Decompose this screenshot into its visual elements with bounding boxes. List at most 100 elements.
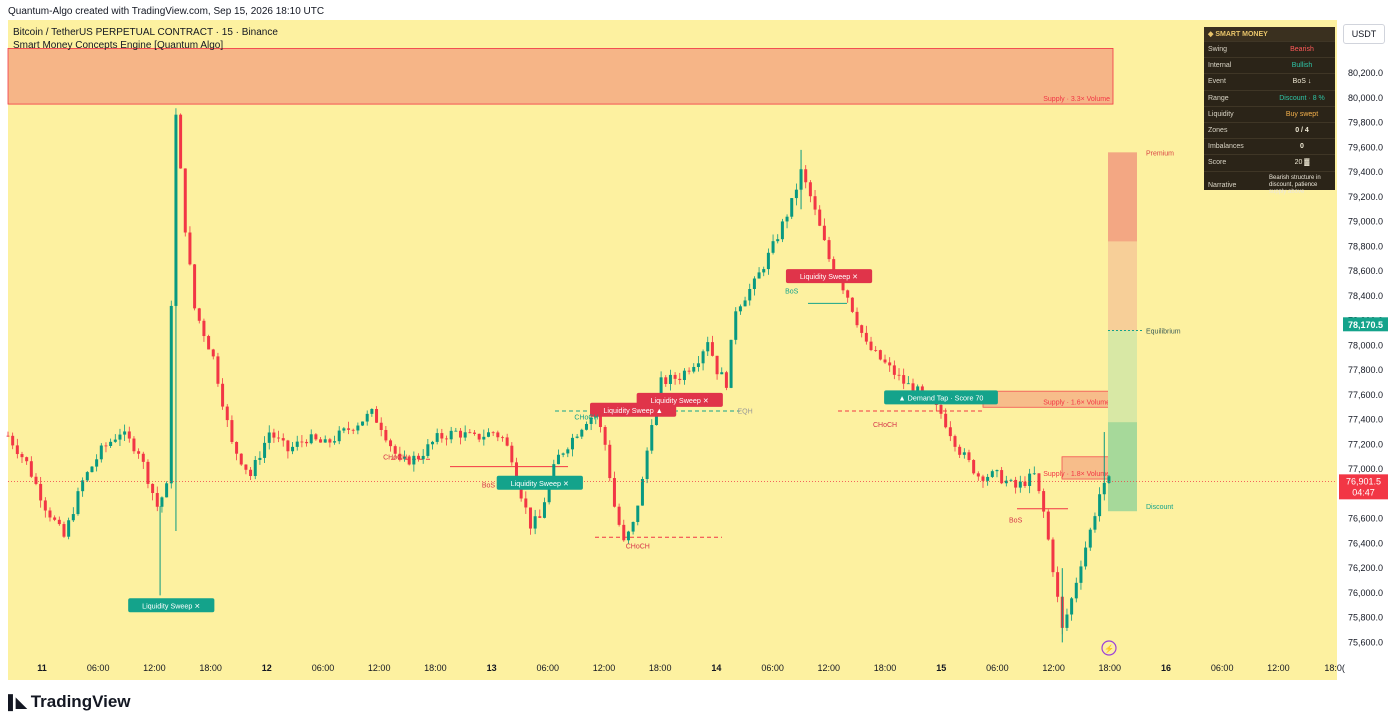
candle-body	[804, 169, 808, 183]
candle	[752, 276, 756, 296]
candle	[403, 450, 407, 462]
tradingview-logo[interactable]: ▌◣ TradingView	[8, 692, 131, 712]
x-tick-label: 13	[487, 663, 497, 673]
candle-body	[724, 372, 728, 388]
candle-body	[333, 441, 337, 443]
candle	[53, 515, 57, 522]
candle-body	[1088, 529, 1092, 548]
candle	[295, 435, 299, 451]
premium-zone	[1108, 152, 1137, 242]
candle-body	[692, 366, 696, 372]
x-tick-label: 12:00	[368, 663, 391, 673]
y-tick-label: 79,400.0	[1348, 167, 1383, 177]
candle-body	[906, 383, 910, 385]
candle	[328, 437, 332, 448]
premium-upper-zone	[1108, 241, 1137, 331]
candle-body	[920, 386, 924, 392]
candle	[682, 368, 686, 385]
candle	[715, 355, 719, 380]
candle-body	[165, 483, 169, 498]
candle	[188, 226, 192, 266]
candle	[762, 266, 766, 277]
candle-body	[272, 432, 276, 438]
candle-body	[118, 434, 122, 440]
candle-body	[445, 438, 449, 440]
annotation-text: Liquidity Sweep ✕	[142, 601, 200, 610]
candle-body	[1065, 614, 1069, 628]
candle	[622, 519, 626, 542]
currency-button[interactable]: USDT	[1343, 24, 1385, 44]
candle-body	[780, 221, 784, 240]
candle-body	[1051, 539, 1055, 573]
candle	[449, 426, 453, 444]
annotation-badge	[785, 269, 873, 284]
candle-body	[71, 514, 75, 521]
candle	[883, 354, 887, 364]
candle-body	[393, 446, 397, 454]
symbol-title[interactable]: Bitcoin / TetherUS PERPETUAL CONTRACT · …	[13, 27, 278, 38]
candle	[230, 415, 234, 444]
y-tick-label: 79,200.0	[1348, 192, 1383, 202]
x-tick-label: 18:00	[424, 663, 447, 673]
candle	[748, 283, 752, 306]
candle-body	[81, 480, 85, 492]
candle	[720, 367, 724, 375]
candle-body	[1018, 481, 1022, 488]
candle	[701, 349, 705, 371]
candle-body	[160, 497, 164, 507]
candle	[463, 425, 467, 441]
candle-body	[813, 196, 817, 210]
candle-body	[626, 531, 630, 541]
candle	[645, 447, 649, 484]
candle-body	[986, 476, 990, 481]
candle	[626, 530, 630, 544]
candle-body	[603, 427, 607, 445]
candle	[794, 183, 798, 206]
candle	[1018, 475, 1022, 493]
candle	[1037, 473, 1041, 494]
y-tick-label: 76,400.0	[1348, 538, 1383, 548]
candle-body	[682, 370, 686, 381]
annotation-text: ▲ Demand Tap · Score 70	[899, 393, 984, 402]
candle-body	[342, 428, 346, 431]
candle	[426, 439, 430, 458]
panel-row-swing: Swing Bearish	[1204, 41, 1335, 57]
candle	[62, 521, 66, 538]
candle-body	[1000, 470, 1004, 484]
candle	[95, 454, 99, 472]
candle	[333, 435, 337, 445]
candle	[356, 422, 360, 435]
supply-zone-label: Supply · 1.6× Volume	[1043, 399, 1110, 406]
candle-body	[972, 460, 976, 474]
candle	[48, 507, 52, 522]
candle-body	[389, 440, 393, 447]
candle-body	[967, 452, 971, 461]
candle	[291, 442, 295, 455]
y-tick-label: 79,800.0	[1348, 118, 1383, 128]
candle	[197, 307, 201, 324]
candle	[566, 447, 570, 458]
candle-body	[48, 510, 52, 518]
candle	[1088, 527, 1092, 551]
candle-body	[76, 491, 80, 515]
candle	[25, 456, 29, 465]
candle-body	[141, 453, 145, 462]
candle	[850, 297, 854, 314]
indicator-title[interactable]: Smart Money Concepts Engine [Quantum Alg…	[13, 40, 224, 51]
y-tick-label: 80,200.0	[1348, 68, 1383, 78]
candle	[104, 442, 108, 453]
candle-body	[291, 446, 295, 452]
panel-value: 20 ▓	[1294, 159, 1310, 167]
candle	[650, 419, 654, 454]
candle-body	[636, 505, 640, 522]
candle	[855, 307, 859, 328]
candle-body	[197, 308, 201, 321]
candle-body	[958, 446, 962, 455]
candle	[267, 425, 271, 450]
x-tick-label: 06:00	[1211, 663, 1234, 673]
candle-body	[1074, 582, 1078, 599]
created-by-text: Quantum-Algo created with TradingView.co…	[8, 6, 325, 17]
candle-body	[53, 517, 57, 520]
candle	[146, 459, 150, 489]
